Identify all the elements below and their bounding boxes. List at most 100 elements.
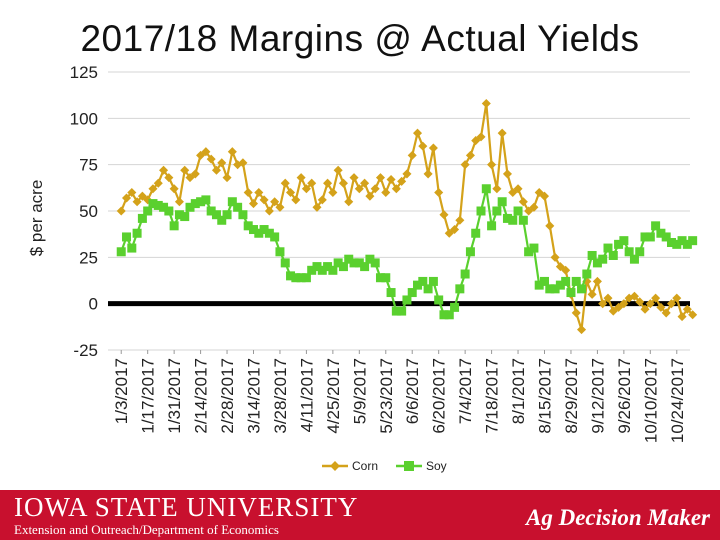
- x-tick-label: 3/28/2017: [271, 358, 290, 434]
- x-tick-label: 1/31/2017: [165, 358, 184, 434]
- point-soy: [211, 210, 221, 220]
- y-axis-label: $ per acre: [27, 180, 46, 257]
- point-corn: [497, 128, 507, 138]
- point-soy: [423, 284, 433, 294]
- legend-label-corn: Corn: [352, 459, 378, 473]
- point-soy: [386, 288, 396, 298]
- point-soy: [233, 202, 243, 212]
- point-soy: [333, 258, 343, 268]
- x-tick-label: 9/12/2017: [588, 358, 607, 434]
- x-tick-label: 4/25/2017: [324, 358, 343, 434]
- point-corn: [211, 165, 221, 175]
- brand-text: Ag Decision Maker: [526, 505, 710, 530]
- point-soy: [365, 254, 375, 264]
- point-soy: [619, 236, 629, 246]
- point-soy: [323, 262, 333, 272]
- point-corn: [375, 173, 386, 183]
- point-soy: [344, 254, 354, 264]
- point-soy: [540, 276, 549, 286]
- point-soy: [492, 206, 502, 216]
- point-soy: [286, 271, 296, 281]
- point-soy: [481, 184, 491, 194]
- point-soy: [153, 200, 163, 210]
- gridlines: [108, 71, 690, 351]
- point-soy: [571, 276, 581, 286]
- point-soy: [640, 232, 650, 242]
- point-soy: [227, 197, 237, 207]
- point-soy: [487, 221, 497, 231]
- x-tick-label: 3/14/2017: [245, 358, 264, 434]
- point-corn: [577, 325, 587, 335]
- point-corn: [545, 221, 555, 231]
- point-corn: [418, 141, 428, 151]
- point-soy: [127, 243, 137, 253]
- point-soy: [217, 215, 227, 225]
- point-soy: [391, 306, 401, 316]
- point-corn: [333, 165, 343, 175]
- legend-marker-corn: [330, 461, 340, 471]
- y-tick-label: 100: [70, 109, 98, 128]
- point-corn: [407, 150, 417, 160]
- x-tick-label: 9/26/2017: [615, 358, 634, 434]
- point-soy: [328, 265, 338, 275]
- point-corn: [159, 165, 169, 175]
- point-soy: [185, 202, 195, 212]
- point-soy: [577, 284, 587, 294]
- point-soy: [375, 273, 385, 283]
- x-tick-label: 8/29/2017: [562, 358, 581, 434]
- point-soy: [338, 262, 348, 272]
- point-soy: [206, 206, 216, 216]
- y-tick-label: 50: [79, 202, 98, 221]
- point-corn: [174, 197, 184, 207]
- point-corn: [349, 173, 359, 183]
- point-soy: [132, 228, 142, 238]
- point-soy: [254, 228, 264, 238]
- point-soy: [450, 302, 460, 312]
- point-soy: [116, 247, 126, 257]
- point-soy: [455, 284, 465, 294]
- university-logo-text: IOWA STATE UNIVERSITY: [14, 492, 359, 522]
- point-corn: [180, 165, 190, 175]
- point-soy: [688, 236, 698, 246]
- point-corn: [344, 197, 354, 207]
- point-soy: [291, 273, 301, 283]
- x-tick-label: 10/24/2017: [668, 358, 687, 443]
- point-corn: [492, 184, 502, 194]
- point-corn: [296, 173, 306, 183]
- point-soy: [407, 288, 417, 298]
- point-soy: [397, 306, 407, 316]
- x-tick-label: 4/11/2017: [297, 358, 316, 432]
- point-soy: [561, 276, 571, 286]
- point-corn: [169, 184, 179, 194]
- point-corn: [264, 206, 274, 216]
- point-soy: [439, 310, 449, 320]
- point-soy: [159, 202, 169, 212]
- y-tick-label: 75: [79, 156, 98, 175]
- point-soy: [169, 221, 179, 231]
- y-tick-label: 25: [79, 248, 98, 267]
- point-soy: [180, 212, 190, 222]
- point-soy: [587, 250, 597, 260]
- point-soy: [471, 228, 481, 238]
- y-tick-label: 125: [70, 63, 98, 82]
- point-soy: [201, 195, 211, 205]
- x-tick-label: 2/14/2017: [192, 358, 211, 434]
- point-soy: [312, 262, 322, 272]
- point-corn: [381, 187, 391, 197]
- point-soy: [307, 265, 317, 275]
- x-tick-label: 8/1/2017: [509, 358, 528, 424]
- point-corn: [439, 210, 449, 220]
- point-soy: [381, 273, 391, 283]
- y-axis-ticks: -25 0 25 50 75 100 125: [70, 63, 98, 360]
- point-soy: [524, 247, 534, 257]
- point-corn: [386, 174, 396, 185]
- x-tick-label: 5/23/2017: [377, 358, 396, 434]
- point-soy: [534, 280, 544, 290]
- point-soy: [174, 210, 184, 220]
- point-corn: [487, 160, 497, 170]
- point-corn: [592, 276, 602, 286]
- point-corn: [201, 147, 211, 157]
- point-soy: [270, 232, 280, 242]
- point-soy: [645, 232, 655, 242]
- point-corn: [127, 187, 137, 197]
